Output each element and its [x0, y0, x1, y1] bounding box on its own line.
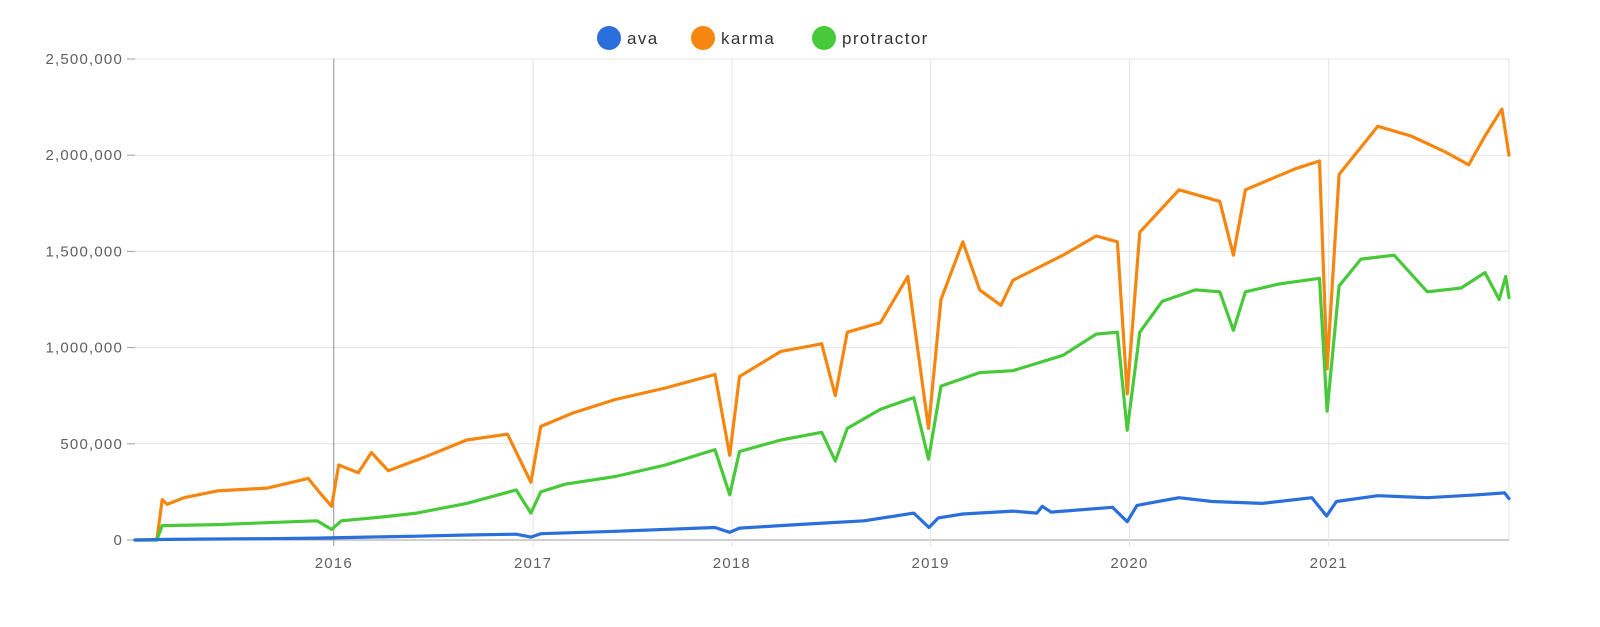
- y-tick-label: 1,500,000: [45, 243, 123, 260]
- x-tick-label: 2020: [1110, 555, 1148, 572]
- legend-swatch: [691, 26, 715, 50]
- series-line-karma: [133, 107, 1511, 542]
- grid-layer: [135, 58, 1510, 546]
- legend[interactable]: ava karma protractor: [597, 26, 929, 50]
- series-layer: [133, 107, 1511, 542]
- x-tick-label: 2016: [315, 555, 353, 572]
- legend-swatch: [812, 26, 836, 50]
- legend-item-karma[interactable]: karma: [691, 26, 775, 50]
- axis-layer: 0 500,000 1,000,000 1,500,000 2,000,000 2,500…: [45, 51, 1348, 572]
- series-line-protractor: [133, 253, 1511, 542]
- legend-item-protractor[interactable]: protractor: [812, 26, 929, 50]
- legend-item-ava[interactable]: ava: [597, 26, 659, 50]
- legend-swatch: [597, 26, 621, 50]
- legend-label: ava: [627, 29, 659, 48]
- x-tick-label: 2017: [514, 555, 552, 572]
- x-tick-label: 2019: [912, 555, 950, 572]
- series-line-ava: [133, 491, 1511, 542]
- y-tick-label: 500,000: [60, 436, 123, 453]
- x-tick-label: 2021: [1310, 555, 1348, 572]
- y-tick-label: 2,500,000: [45, 51, 123, 68]
- x-tick-label: 2018: [713, 555, 751, 572]
- y-tick-label: 2,000,000: [45, 147, 123, 164]
- y-tick-label: 1,000,000: [45, 340, 123, 357]
- legend-label: protractor: [842, 29, 929, 48]
- y-tick-label: 0: [113, 532, 123, 549]
- legend-label: karma: [721, 29, 775, 48]
